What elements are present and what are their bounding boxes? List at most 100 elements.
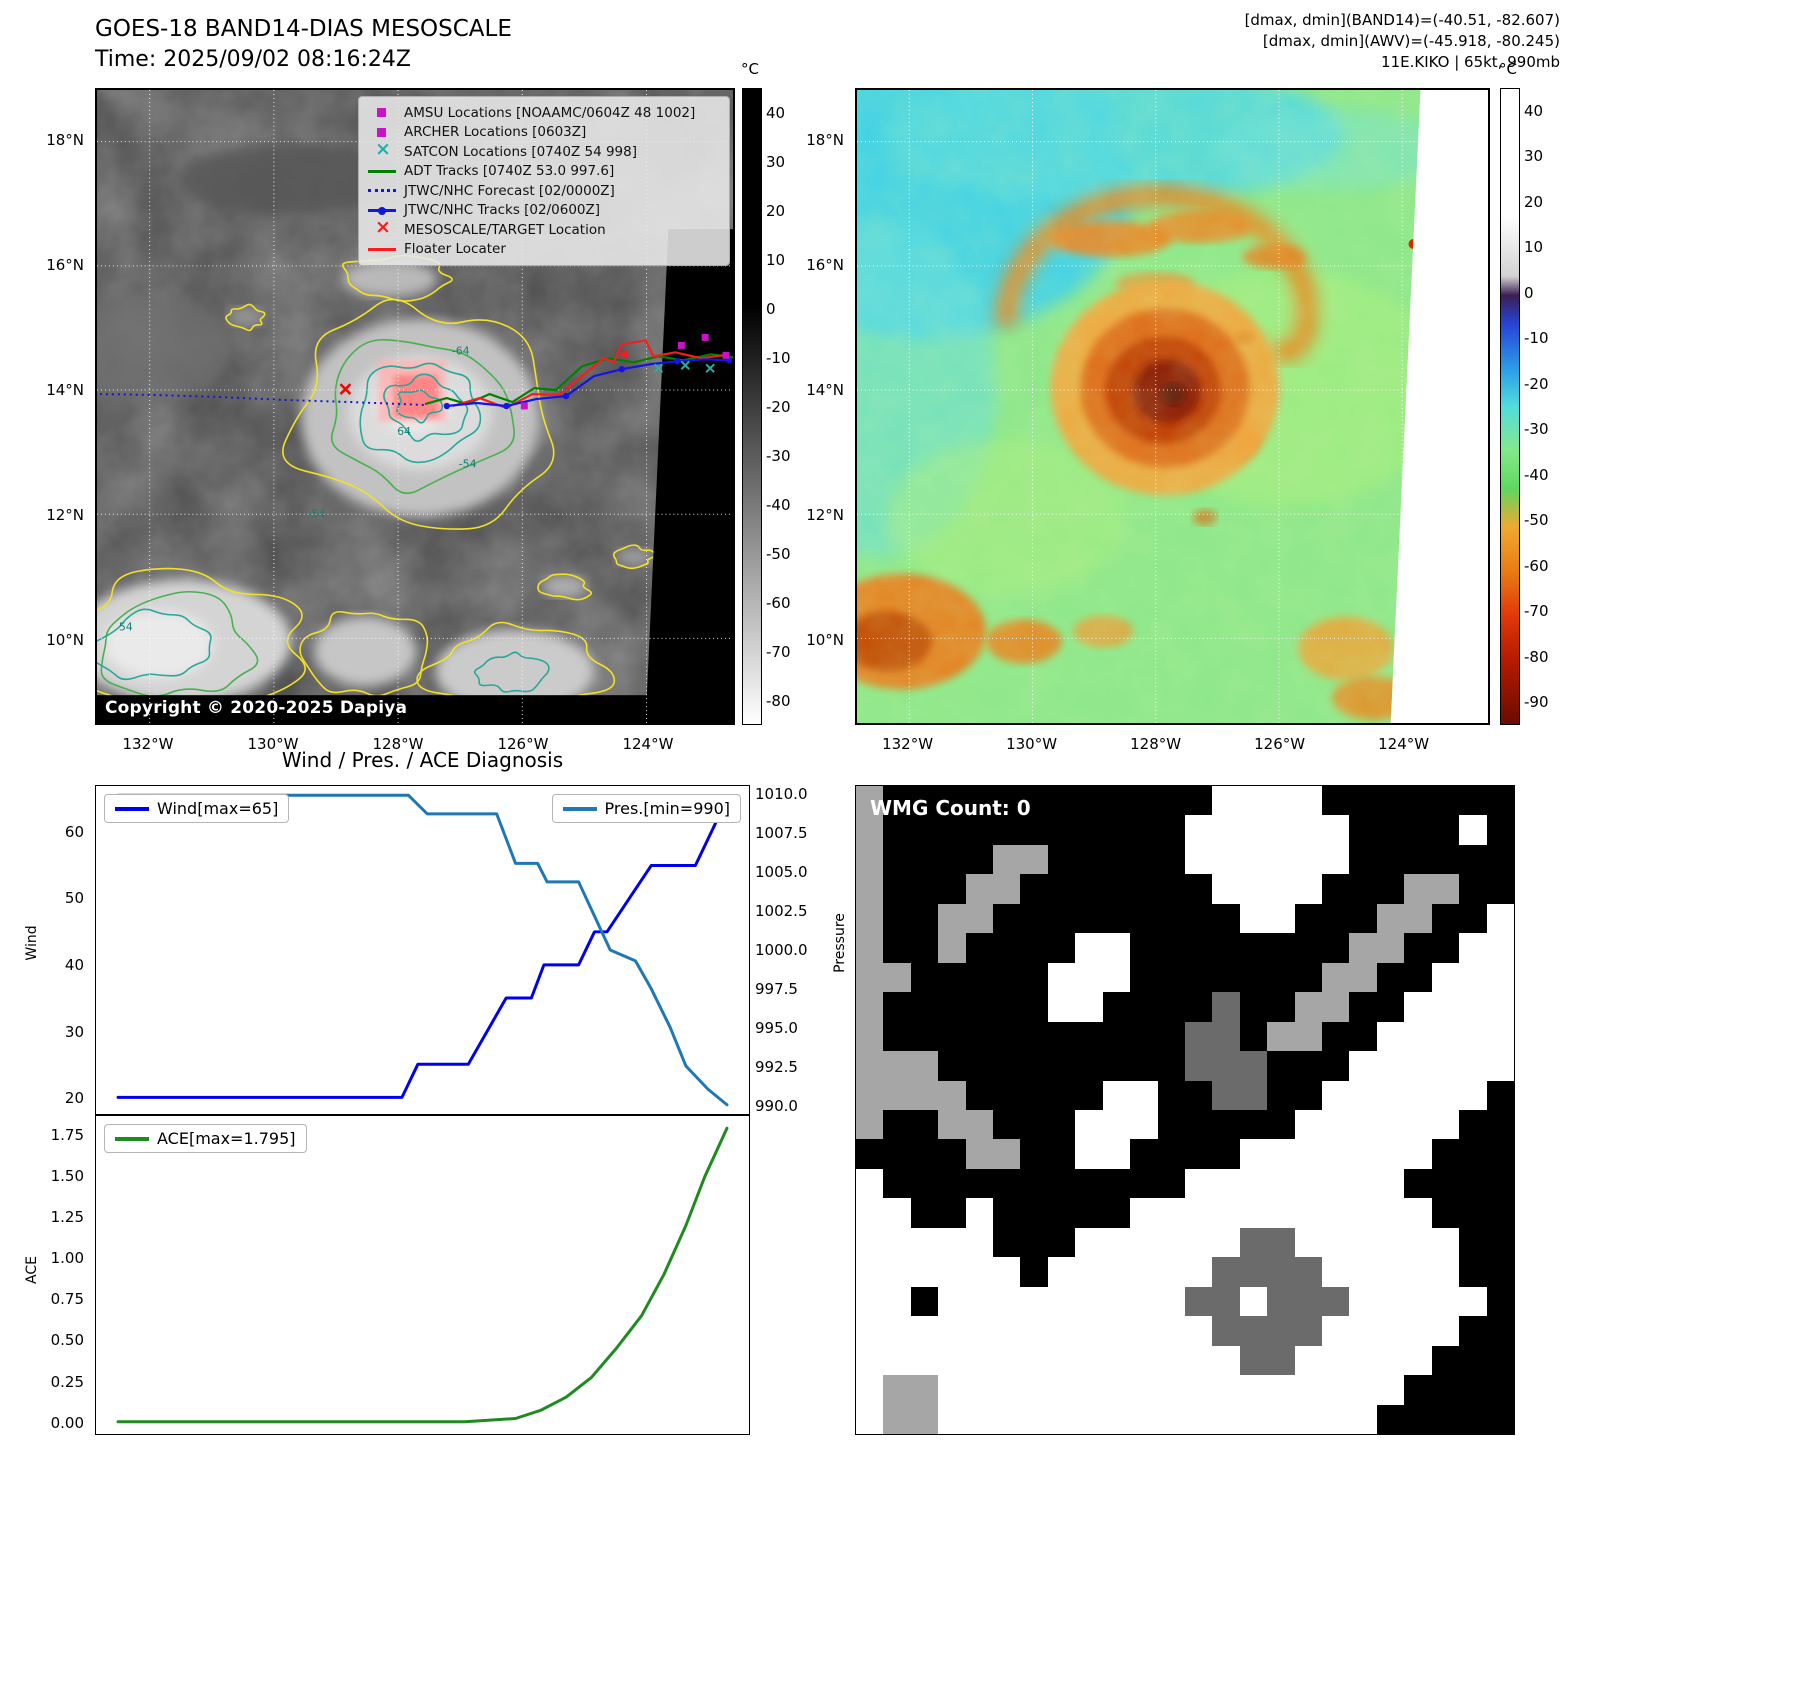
x-tick-label: 132°W	[882, 735, 934, 753]
tick-label: 1000.0	[755, 941, 808, 959]
wmg-cell	[1349, 1316, 1377, 1346]
wmg-cell	[1486, 874, 1514, 904]
wmg-cell	[1075, 1227, 1103, 1258]
wmg-cell	[1376, 1316, 1405, 1346]
wmg-cell	[1239, 1021, 1268, 1052]
wmg-cell	[910, 903, 939, 934]
wmg-cell	[1157, 1110, 1185, 1140]
wmg-cell	[1294, 1345, 1323, 1376]
pressure-legend: Pres.[min=990]	[551, 794, 741, 823]
wmg-cell	[1486, 1375, 1514, 1405]
wmg-cell	[1212, 1198, 1240, 1228]
wind-legend: Wind[max=65]	[104, 794, 290, 823]
wmg-cell	[1376, 1051, 1405, 1081]
wmg-cell	[1431, 933, 1460, 963]
wmg-cell	[1459, 992, 1487, 1022]
wmg-cell	[1102, 1316, 1131, 1346]
wmg-cell	[965, 1257, 994, 1287]
wmg-cell	[910, 1227, 939, 1258]
wmg-cell	[1102, 1257, 1131, 1287]
wmg-cell	[1184, 1051, 1213, 1081]
wmg-cell	[1212, 1051, 1240, 1081]
wmg-cell	[1075, 1051, 1103, 1081]
wmg-cell	[1322, 962, 1350, 993]
wmg-cell	[1075, 1198, 1103, 1228]
wmg-cell	[856, 1375, 884, 1405]
wmg-cell	[1239, 1198, 1268, 1228]
wmg-cell	[1047, 815, 1076, 845]
wmg-cell	[1130, 1257, 1158, 1287]
wmg-cell	[938, 1021, 966, 1052]
svg-text:-64: -64	[452, 344, 470, 357]
storm-annotations: [dmax, dmin](BAND14)=(-40.51, -82.607) […	[1140, 10, 1560, 73]
wmg-cell	[1212, 1168, 1240, 1199]
ace-axis-ticks: 0.00 0.25 0.50 0.75 1.00 1.25 1.50 1.75	[38, 1115, 88, 1435]
wmg-cell	[1020, 1257, 1048, 1287]
wmg-cell	[1349, 874, 1377, 904]
wmg-cell	[856, 903, 884, 934]
legend-label: MESOSCALE/TARGET Location	[404, 221, 606, 238]
wmg-cell	[1212, 1286, 1240, 1317]
wmg-cell	[1486, 962, 1514, 993]
wmg-cell	[1459, 786, 1487, 816]
wmg-cell	[1130, 786, 1158, 816]
wmg-cell	[1157, 962, 1185, 993]
wmg-cell	[1404, 992, 1432, 1022]
wmg-cell	[1184, 962, 1213, 993]
wmg-cell	[1047, 786, 1076, 816]
wmg-cell	[1239, 992, 1268, 1022]
pressure-axis-label: Pressure	[832, 913, 848, 973]
wmg-cell	[1486, 1080, 1514, 1110]
wmg-cell	[883, 1375, 911, 1405]
wmg-cell	[993, 786, 1021, 816]
latitude-axis: 18°N 16°N 14°N 12°N 10°N	[794, 88, 848, 725]
wmg-cell	[1322, 992, 1350, 1022]
wmg-cell	[1322, 1316, 1350, 1346]
wmg-cell	[1102, 1227, 1131, 1258]
wmg-cell	[938, 1286, 966, 1317]
colorbar-tick-label: 30	[766, 152, 786, 171]
wmg-cell	[993, 844, 1021, 875]
ace-line-sample	[115, 1136, 149, 1141]
wmg-cell	[938, 1375, 966, 1405]
wmg-cell	[1075, 992, 1103, 1022]
wmg-cell	[883, 1227, 911, 1258]
wmg-cell	[1130, 1345, 1158, 1376]
wmg-cell	[1020, 1286, 1048, 1317]
wmg-cell	[1376, 1286, 1405, 1317]
wmg-cell	[1459, 1257, 1487, 1287]
wmg-cell	[910, 1168, 939, 1199]
tick-label: 1010.0	[755, 785, 808, 804]
wmg-cell	[993, 1139, 1021, 1169]
colorbar-tick-label: 20	[1524, 192, 1544, 211]
wmg-cell	[1102, 1286, 1131, 1317]
wmg-cell	[1267, 962, 1295, 993]
wmg-cell	[1184, 1168, 1213, 1199]
wmg-cell	[856, 1168, 884, 1199]
y-tick-label: 10°N	[46, 630, 84, 649]
wmg-cell	[1020, 815, 1048, 845]
wmg-cell	[856, 1286, 884, 1317]
ace-legend: ACE[max=1.795]	[104, 1124, 307, 1153]
wmg-cell	[1184, 1316, 1213, 1346]
wmg-cell	[1267, 1286, 1295, 1317]
pressure-line-sample	[562, 806, 597, 811]
colorbar-tick-label: -80	[1524, 647, 1549, 666]
colorbar-tick-label: -10	[766, 348, 791, 367]
wmg-cell	[1267, 1345, 1295, 1376]
wmg-cell	[1102, 1051, 1131, 1081]
svg-text:64: 64	[397, 425, 411, 438]
wmg-cell	[965, 1286, 994, 1317]
wmg-cell	[1376, 933, 1405, 963]
wmg-cell	[1459, 1345, 1487, 1376]
legend-label: AMSU Locations [NOAAMC/0604Z 48 1002]	[404, 104, 696, 121]
wmg-cell	[856, 1051, 884, 1081]
wmg-cell	[1267, 1021, 1295, 1052]
x-marker-icon: ×	[375, 138, 391, 161]
wmg-cell	[965, 1198, 994, 1228]
wmg-cell	[1102, 1345, 1131, 1376]
wmg-cell	[883, 786, 911, 816]
x-tick-label: 124°W	[1378, 735, 1430, 753]
wmg-cell	[1047, 1198, 1076, 1228]
wmg-cell	[1294, 786, 1323, 816]
